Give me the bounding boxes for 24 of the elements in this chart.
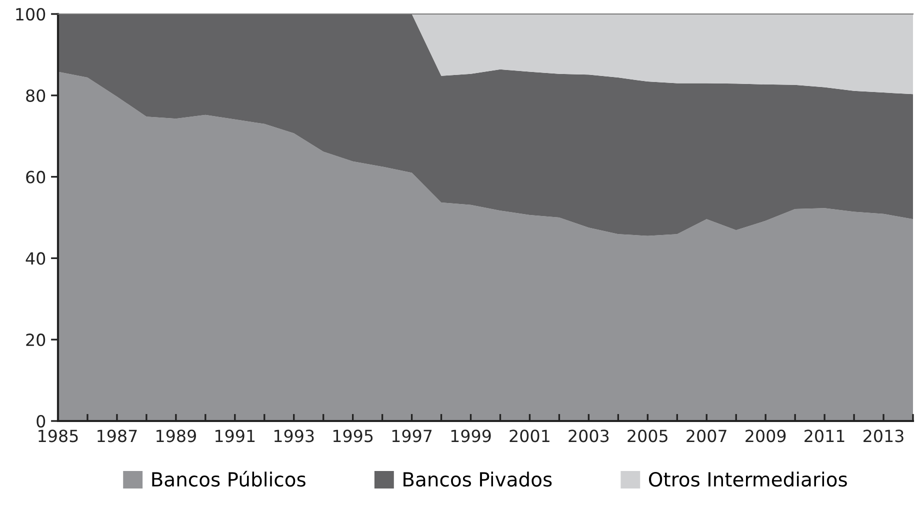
- x-tick-label: 2013: [864, 430, 904, 442]
- legend-label: Bancos Públicos: [152, 470, 306, 487]
- legend-label: Otros Intermediarios: [648, 472, 847, 487]
- x-tick-label: 1987: [98, 430, 137, 442]
- x-tick-label: 2009: [746, 430, 786, 442]
- x-tick-label: 2001: [510, 430, 550, 442]
- y-tick-label: 100: [16, 8, 46, 21]
- x-tick-label: 2003: [568, 430, 609, 442]
- x-tick-label: 1993: [274, 430, 314, 442]
- y-tick-label: 60: [26, 170, 46, 184]
- x-tick-label: 1995: [333, 430, 373, 442]
- y-tick-label: 80: [26, 89, 46, 102]
- y-tick-label: 20: [26, 334, 46, 346]
- y-tick-label: 0: [36, 414, 46, 428]
- y-tick-label: 40: [26, 252, 46, 265]
- x-tick-label: 1985: [38, 430, 78, 442]
- x-tick-label: 1991: [216, 430, 255, 442]
- x-tick-label: 1999: [451, 430, 491, 442]
- x-tick-label: 2005: [628, 430, 668, 442]
- x-tick-label: 1989: [156, 430, 196, 442]
- legend-label: Bancos Pivados: [404, 472, 552, 487]
- x-tick-label: 1997: [392, 430, 432, 442]
- x-tick-label: 2007: [686, 430, 726, 442]
- x-tick-label: 2011: [804, 430, 844, 442]
